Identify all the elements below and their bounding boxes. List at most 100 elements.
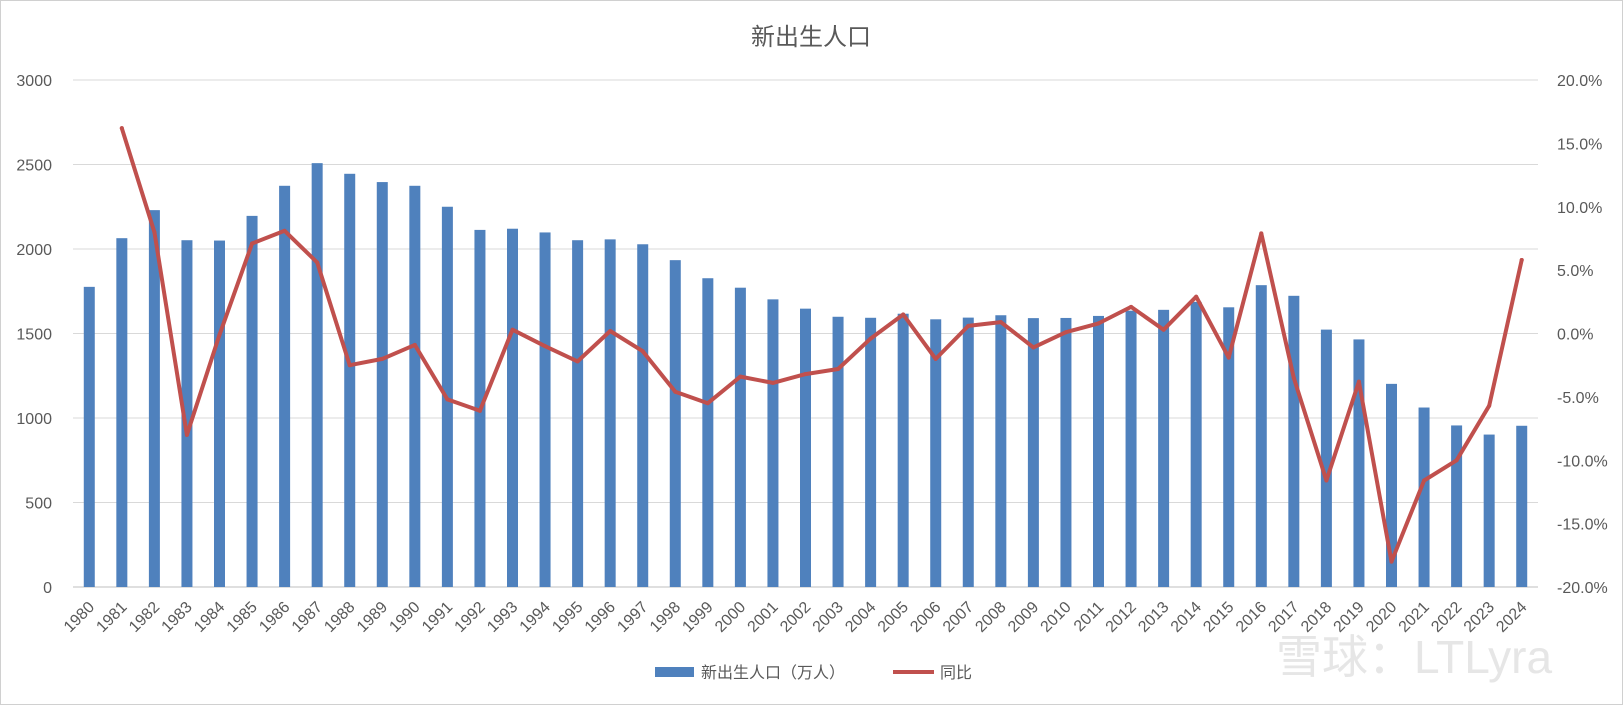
yoy-point-2004 — [868, 336, 873, 341]
yoy-point-2016 — [1259, 231, 1264, 236]
y-left-tick-label: 500 — [25, 496, 52, 513]
x-tick-label: 2008 — [972, 599, 1009, 636]
bar-2003 — [832, 316, 844, 587]
yoy-point-1982 — [152, 230, 157, 235]
yoy-point-2007 — [966, 323, 971, 328]
yoy-point-2010 — [1063, 330, 1068, 335]
bar-2001 — [767, 299, 779, 587]
x-tick-label: 2012 — [1103, 599, 1140, 636]
x-tick-label: 1986 — [256, 599, 293, 636]
bar-1998 — [669, 260, 681, 587]
x-tick-label: 2007 — [940, 599, 977, 636]
yoy-point-1992 — [477, 408, 482, 413]
bar-2007 — [962, 317, 974, 587]
bar-2013 — [1158, 309, 1170, 587]
x-tick-label: 1985 — [224, 599, 261, 636]
legend-bar-swatch — [655, 667, 694, 677]
y-left-tick-label: 2500 — [16, 158, 52, 175]
bar-2005 — [897, 313, 909, 587]
yoy-point-2002 — [803, 372, 808, 377]
y-right-tick-label: 20.0% — [1557, 73, 1602, 90]
bar-2024 — [1516, 425, 1528, 587]
x-tick-label: 2010 — [1038, 599, 1075, 636]
yoy-point-2000 — [738, 374, 743, 379]
x-tick-label: 1984 — [191, 599, 228, 636]
y-right-tick-label: 15.0% — [1557, 136, 1602, 153]
bar-1990 — [409, 185, 421, 587]
yoy-point-1993 — [510, 327, 515, 332]
x-tick-label: 1997 — [614, 599, 651, 636]
y-right-tick-label: 0.0% — [1557, 327, 1593, 344]
x-tick-label: 2011 — [1071, 599, 1107, 635]
yoy-point-2011 — [1096, 321, 1101, 326]
yoy-point-1985 — [250, 241, 255, 246]
yoy-point-1998 — [673, 389, 678, 394]
x-tick-label: 1980 — [61, 599, 98, 636]
bar-1984 — [214, 240, 225, 588]
x-tick-label: 1999 — [679, 599, 716, 636]
y-right-tick-label: -5.0% — [1557, 390, 1599, 407]
yoy-point-1999 — [705, 401, 710, 406]
y-axis-left: 0 500 1000 1500 2000 2500 3000 — [16, 73, 52, 597]
x-tick-label: 1989 — [354, 599, 391, 636]
bar-1997 — [637, 244, 649, 587]
y-left-tick-label: 3000 — [16, 73, 52, 90]
legend-line-label: 同比 — [940, 663, 972, 682]
bar-series — [83, 163, 1528, 588]
yoy-point-2012 — [1129, 304, 1134, 309]
y-left-tick-label: 2000 — [16, 242, 52, 259]
bar-2021 — [1418, 407, 1430, 587]
x-tick-label: 2001 — [745, 599, 782, 636]
x-tick-label: 2013 — [1135, 599, 1172, 636]
y-axis-right: -20.0% -15.0% -10.0% -5.0% 0.0% 5.0% 10.0% 15.0… — [1557, 73, 1608, 597]
x-tick-label: 2000 — [712, 599, 749, 636]
yoy-point-1996 — [608, 328, 613, 333]
bar-2015 — [1223, 307, 1235, 587]
x-tick-label: 1991 — [419, 599, 456, 636]
bar-1996 — [604, 239, 616, 587]
x-tick-label: 1981 — [93, 599, 130, 636]
bar-2006 — [930, 319, 942, 587]
x-tick-label: 1990 — [386, 599, 423, 636]
x-tick-label: 2005 — [875, 599, 912, 636]
yoy-point-1990 — [412, 342, 417, 347]
x-tick-label: 1982 — [126, 599, 163, 636]
bar-1989 — [376, 182, 388, 588]
x-tick-label: 1998 — [647, 599, 684, 636]
bar-2004 — [865, 317, 877, 587]
yoy-point-2022 — [1454, 458, 1459, 463]
bar-1981 — [116, 238, 128, 587]
bar-1995 — [572, 240, 584, 587]
yoy-point-2005 — [901, 312, 906, 317]
yoy-point-1994 — [543, 344, 548, 349]
y-right-tick-label: -15.0% — [1557, 517, 1608, 534]
yoy-point-1987 — [315, 260, 320, 265]
x-tick-label: 2006 — [907, 599, 944, 636]
yoy-point-1984 — [217, 332, 222, 337]
bar-2002 — [800, 308, 811, 587]
yoy-point-1983 — [184, 432, 189, 437]
x-tick-label: 1996 — [582, 599, 619, 636]
chart-title: 新出生人口 — [751, 23, 871, 51]
yoy-point-2008 — [998, 320, 1003, 325]
bar-1982 — [148, 210, 160, 587]
bar-2019 — [1353, 339, 1365, 587]
x-tick-label: 2014 — [1168, 599, 1205, 636]
bar-2014 — [1190, 301, 1202, 587]
x-tick-label: 1992 — [452, 599, 489, 636]
bar-1993 — [507, 228, 518, 587]
bar-1986 — [279, 185, 291, 587]
yoy-point-2020 — [1389, 559, 1394, 564]
bar-2009 — [1027, 318, 1039, 587]
yoy-point-2017 — [1291, 375, 1296, 380]
line-series — [119, 126, 1524, 564]
x-tick-label: 1983 — [159, 599, 196, 636]
y-right-tick-label: 10.0% — [1557, 200, 1602, 217]
yoy-point-2003 — [836, 366, 841, 371]
x-tick-label: 1987 — [289, 599, 326, 636]
yoy-point-2009 — [1031, 345, 1036, 350]
bar-2000 — [734, 287, 746, 587]
watermark: 雪球：LTLyra — [1276, 631, 1552, 683]
yoy-point-1997 — [640, 349, 645, 354]
x-tick-label: 2004 — [842, 599, 879, 636]
